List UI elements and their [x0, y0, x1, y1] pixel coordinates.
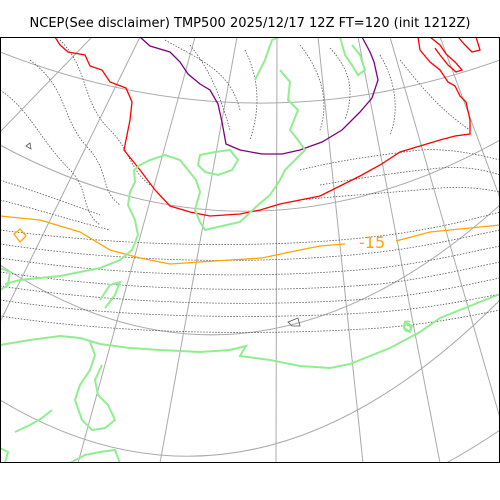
contour-label-6: 6	[402, 317, 412, 336]
latitude-lines	[0, 51, 500, 463]
isotherm-orange	[0, 215, 346, 265]
map-title: NCEP(See disclaimer) TMP500 2025/12/17 1…	[29, 16, 471, 31]
island-outline	[287, 317, 301, 327]
isotherm-red	[54, 37, 471, 217]
isotherm-orange-2	[395, 224, 500, 242]
isotherm-purple	[139, 37, 379, 155]
isotherm-orange-3	[13, 228, 27, 243]
isotherm-red-3	[457, 37, 481, 53]
isotherm-red-2	[429, 37, 464, 73]
map-canvas: -15 6	[0, 37, 500, 463]
minor-isotherms	[0, 39, 500, 333]
island-outline-2	[25, 142, 32, 150]
coastlines	[0, 37, 500, 463]
contour-label-minus15: -15	[359, 233, 385, 252]
